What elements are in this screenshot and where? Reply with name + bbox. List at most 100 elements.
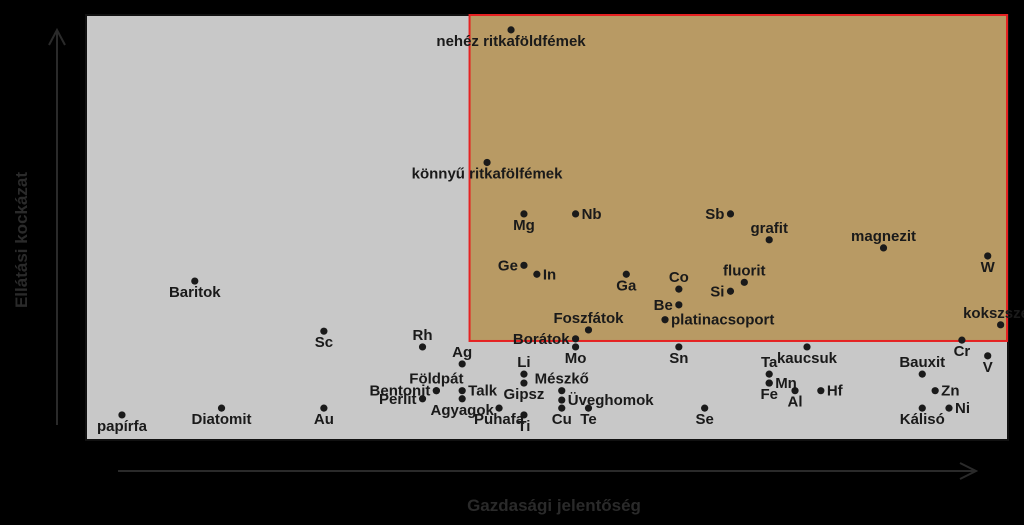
y-axis-arrow [48,27,66,425]
y-axis-label: Ellátási kockázat [12,172,31,308]
label-kaliso: Kálisó [900,411,945,428]
label-bauxit: Bauxit [899,354,945,371]
marker-baritok [191,277,199,285]
marker-platinacsoport [661,316,669,324]
label-sb: Sb [705,206,724,223]
marker-w [984,252,992,260]
marker-kaliso [918,404,926,412]
marker-mo [571,343,580,351]
label-te: Te [580,411,596,428]
label-fe: Fe [760,386,778,403]
label-be: Be [654,297,673,314]
label-cr: Cr [954,343,971,360]
marker-nehez-ritkafoldfemek [507,26,515,34]
label-si: Si [710,283,724,300]
label-in: In [543,266,556,283]
label-baritok: Baritok [169,284,221,301]
label-bentonit: Bentonit [370,383,431,400]
label-ti: Ti [517,418,530,435]
x-axis-label: Gazdasági jelentőség [467,496,641,515]
marker-gipsz [520,379,528,387]
marker-agyagok [458,395,466,403]
data-points: nehéz ritkaföldfémek könnyű ritkafölfémek… [97,26,1024,435]
label-perlit: Perlit [379,391,417,408]
label-uveghomok: Üveghomok [568,392,655,409]
marker-cu [558,404,566,412]
marker-uveghomok [558,396,566,404]
marker-al [791,387,799,395]
marker-puhafa [495,404,503,412]
label-rh: Rh [413,327,433,344]
label-magnezit: magnezit [851,228,916,245]
label-boratok: Borátok [513,331,570,348]
label-ni: Ni [955,400,970,417]
marker-foszfatok [584,326,593,334]
label-foszfatok: Foszfátok [553,310,624,327]
label-foldpat: Földpát [409,371,463,388]
label-ag: Ag [452,344,472,361]
label-nehez-ritkafoldfemek: nehéz ritkaföldfémek [436,33,586,50]
marker-zn [931,387,939,395]
label-se: Se [695,411,713,428]
marker-v [984,352,992,360]
label-agyagok: Agyagok [430,402,494,419]
marker-ag [458,360,466,368]
label-ga: Ga [616,277,637,294]
label-diatomit: Diatomit [192,411,252,428]
marker-ta [765,370,773,378]
marker-rh [418,343,427,351]
label-papirfa: papírfa [97,418,148,435]
marker-in [533,270,541,278]
marker-boratok [571,335,580,343]
marker-nb [571,210,580,218]
marker-magnezit [879,244,888,252]
label-grafit: grafit [750,220,788,237]
marker-bauxit [918,370,926,378]
marker-te [584,404,593,412]
label-konnyu-ritkafolfemek: könnyű ritkafölfémek [412,165,564,182]
marker-meszko [558,387,566,395]
label-mn: Mn [775,375,797,392]
marker-hf [817,387,825,395]
label-platinacsoport: platinacsoport [671,312,774,329]
marker-sb [726,210,735,218]
label-sn: Sn [669,350,688,367]
marker-fe [765,379,773,387]
label-sc: Sc [315,334,333,351]
label-kaucsuk: kaucsuk [777,350,838,367]
critical-region [468,14,1008,342]
marker-talk [458,387,466,395]
label-au: Au [314,411,334,428]
label-cu: Cu [552,411,572,428]
marker-se [701,404,709,412]
marker-fluorit [740,278,748,286]
marker-diatomit [217,404,226,412]
label-w: W [981,259,996,276]
marker-konnyu-ritkafolfemek [483,158,491,167]
label-ta: Ta [761,354,778,371]
marker-ti [520,411,528,419]
marker-perlit [418,395,427,403]
marker-co [675,285,683,293]
marker-grafit [765,236,773,244]
label-nb: Nb [582,206,602,223]
label-fluorit: fluorit [723,262,766,279]
marker-si [726,287,735,295]
label-talk: Talk [468,383,498,400]
marker-ga [622,270,630,278]
marker-sn [675,343,683,351]
marker-sc [320,327,328,335]
marker-kokszszen [997,321,1005,329]
label-kokszszen: kokszszén [963,305,1024,322]
label-mo: Mo [565,350,587,367]
x-axis-arrow [118,462,979,480]
label-ge: Ge [498,257,518,274]
label-co: Co [669,269,689,286]
marker-kaucsuk [803,343,811,351]
label-li: Li [517,354,530,371]
label-al: Al [788,394,803,411]
marker-mg [520,210,528,218]
label-gipsz: Gipsz [504,386,545,403]
label-zn: Zn [941,383,959,400]
